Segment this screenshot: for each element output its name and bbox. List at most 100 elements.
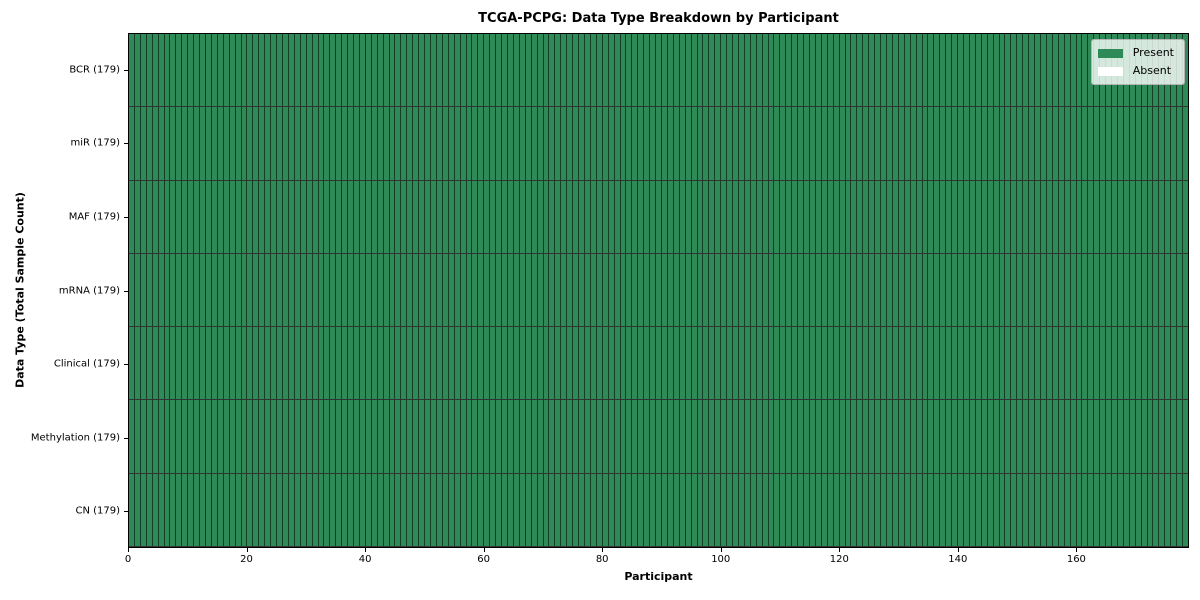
matrix-cell <box>1141 400 1148 473</box>
matrix-cell <box>555 34 562 107</box>
matrix-cell <box>999 473 1006 546</box>
matrix-cell <box>1070 253 1077 327</box>
matrix-cell <box>579 473 585 546</box>
matrix-cell <box>1058 400 1065 473</box>
matrix-cell <box>1076 107 1083 180</box>
matrix-cell <box>217 327 224 400</box>
matrix-cell <box>1070 327 1077 400</box>
matrix-cell <box>898 34 905 107</box>
matrix-cell <box>916 473 923 546</box>
matrix-cell <box>241 473 248 546</box>
matrix-cell <box>620 107 627 180</box>
matrix-cell <box>359 253 366 327</box>
matrix-cell <box>318 400 325 473</box>
matrix-cell <box>579 400 585 473</box>
matrix-cell <box>650 327 657 400</box>
matrix-cell <box>442 473 449 546</box>
matrix-cell <box>158 253 165 327</box>
matrix-cell <box>928 180 935 253</box>
matrix-cell <box>229 400 236 473</box>
matrix-cell <box>632 473 639 546</box>
matrix-cell <box>1183 107 1189 180</box>
matrix-cell <box>590 34 597 107</box>
matrix-cell <box>288 107 295 180</box>
matrix-cell <box>277 107 283 180</box>
matrix-cell <box>472 400 479 473</box>
matrix-cell <box>1123 253 1130 327</box>
matrix-cell <box>140 253 147 327</box>
matrix-cell <box>1011 253 1018 327</box>
matrix-cell <box>395 473 402 546</box>
matrix-cell <box>407 253 414 327</box>
matrix-cell <box>170 327 177 400</box>
matrix-cell <box>851 327 858 400</box>
matrix-cell <box>815 34 822 107</box>
matrix-cell <box>152 327 159 400</box>
matrix-cell <box>691 34 698 107</box>
matrix-cell <box>969 473 976 546</box>
matrix-cell <box>205 327 212 400</box>
matrix-cell <box>881 34 887 107</box>
matrix-cell <box>685 473 692 546</box>
matrix-cell <box>259 327 266 400</box>
matrix-cell <box>780 400 787 473</box>
matrix-cell <box>531 473 538 546</box>
matrix-cell <box>656 107 662 180</box>
matrix-cell <box>821 180 828 253</box>
matrix-cell <box>644 180 651 253</box>
matrix-cell <box>685 400 692 473</box>
matrix-row-methylation <box>129 400 1189 474</box>
matrix-cell <box>484 473 491 546</box>
matrix-cell <box>1011 180 1018 253</box>
matrix-cell <box>442 180 449 253</box>
matrix-cell <box>140 34 147 107</box>
matrix-cell <box>431 327 437 400</box>
matrix-cell <box>845 400 852 473</box>
matrix-cell <box>413 400 420 473</box>
matrix-cell <box>584 34 591 107</box>
matrix-cell <box>656 34 662 107</box>
matrix-cell <box>134 107 141 180</box>
matrix-cell <box>1100 180 1107 253</box>
matrix-cell <box>247 473 254 546</box>
matrix-cell <box>211 180 218 253</box>
matrix-cell <box>969 180 976 253</box>
matrix-cell <box>1135 473 1142 546</box>
matrix-cell <box>833 473 840 546</box>
legend-swatch-icon <box>1097 48 1123 58</box>
y-tick-label: CN (179) <box>75 505 120 517</box>
matrix-cell <box>703 253 710 327</box>
matrix-cell <box>525 400 532 473</box>
matrix-cell <box>253 34 260 107</box>
matrix-cell <box>371 34 378 107</box>
matrix-cell <box>904 400 911 473</box>
matrix-cell <box>975 473 982 546</box>
matrix-cell <box>892 107 899 180</box>
matrix-cell <box>306 473 313 546</box>
matrix-cell <box>981 253 988 327</box>
matrix-cell <box>484 180 491 253</box>
matrix-cell <box>1094 473 1101 546</box>
matrix-cell <box>1106 473 1113 546</box>
matrix-cell <box>904 473 911 546</box>
matrix-cell <box>608 400 615 473</box>
matrix-cell <box>963 34 970 107</box>
matrix-cell <box>590 107 597 180</box>
matrix-cell <box>253 327 260 400</box>
matrix-cell <box>1005 400 1012 473</box>
matrix-cell <box>733 473 739 546</box>
matrix-cell <box>851 473 858 546</box>
matrix-cell <box>217 253 224 327</box>
matrix-cell <box>952 327 959 400</box>
matrix-cell <box>821 107 828 180</box>
matrix-cell <box>887 473 893 546</box>
matrix-cell <box>999 327 1006 400</box>
matrix-cell <box>413 473 420 546</box>
matrix-cell <box>827 400 834 473</box>
matrix-cell <box>549 34 556 107</box>
matrix-cell <box>804 400 811 473</box>
matrix-cell <box>513 34 520 107</box>
matrix-cell <box>407 34 414 107</box>
matrix-cell <box>1046 253 1053 327</box>
matrix-cell <box>496 400 503 473</box>
